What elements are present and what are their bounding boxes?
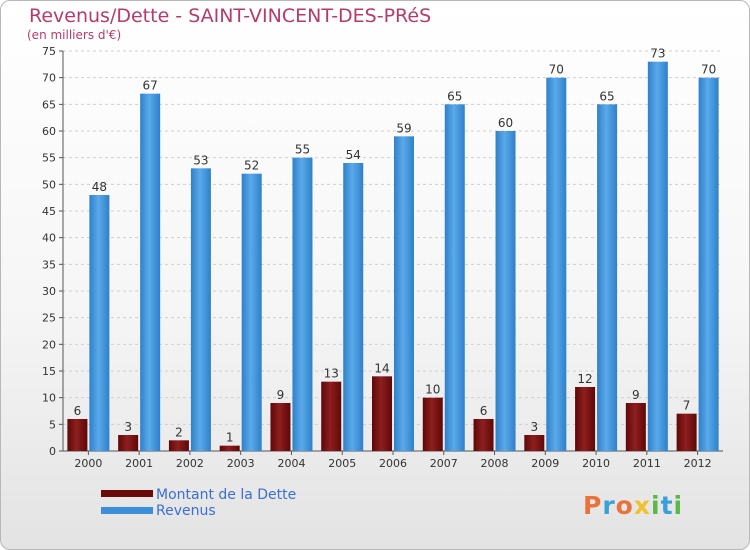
bar-dette (270, 403, 291, 451)
y-tick-label: 25 (42, 312, 56, 325)
bar-revenus (241, 173, 262, 451)
y-tick-label: 0 (49, 445, 56, 458)
data-label-dette: 1 (226, 431, 234, 445)
legend-label-revenus: Revenus (156, 503, 216, 519)
data-label-dette: 12 (577, 372, 592, 386)
bar-revenus (190, 168, 211, 452)
x-tick-label: 2001 (125, 457, 153, 470)
x-tick-label: 2005 (328, 457, 356, 470)
y-tick-label: 20 (42, 338, 56, 351)
y-tick-label: 45 (42, 205, 56, 218)
bar-revenus (343, 163, 364, 451)
bar-dette (219, 445, 240, 451)
y-tick-label: 50 (42, 178, 56, 191)
x-tick-label: 2010 (582, 457, 610, 470)
legend-swatch-dette (101, 490, 153, 497)
data-label-revenus: 65 (599, 89, 614, 103)
bar-revenus (546, 77, 567, 452)
data-label-revenus: 60 (498, 116, 513, 130)
y-tick-label: 75 (42, 45, 56, 58)
data-label-dette: 7 (683, 399, 691, 413)
x-tick-label: 2003 (227, 457, 255, 470)
bar-dette (118, 435, 139, 451)
data-label-revenus: 70 (701, 63, 716, 77)
y-tick-label: 35 (42, 258, 56, 271)
logo-letter: i (673, 491, 684, 520)
bar-dette (676, 413, 697, 451)
data-label-revenus: 55 (295, 143, 310, 157)
data-label-revenus: 73 (650, 47, 665, 61)
bar-dette (168, 440, 189, 451)
bar-dette (422, 397, 443, 451)
logo-letter: i (651, 491, 661, 520)
y-tick-label: 40 (42, 232, 56, 245)
x-tick-label: 2009 (531, 457, 559, 470)
data-label-dette: 3 (124, 420, 132, 434)
x-tick-label: 2000 (74, 457, 102, 470)
bar-revenus (698, 77, 719, 452)
data-label-dette: 3 (530, 420, 538, 434)
bar-revenus (495, 131, 516, 451)
y-tick-label: 15 (42, 365, 56, 378)
y-tick-label: 65 (42, 98, 56, 111)
bar-revenus (597, 104, 618, 451)
x-tick-label: 2004 (277, 457, 305, 470)
chart-subtitle: (en milliers d'€) (27, 28, 122, 42)
bar-revenus (140, 93, 161, 452)
y-tick-label: 5 (49, 418, 56, 431)
data-label-revenus: 59 (396, 121, 411, 135)
logo-letter: P (583, 491, 603, 520)
bar-dette (524, 435, 545, 451)
legend-label-dette: Montant de la Dette (156, 487, 297, 503)
bar-dette (575, 387, 596, 451)
y-tick-label: 55 (42, 152, 56, 165)
bar-revenus (89, 195, 110, 451)
x-tick-label: 2002 (176, 457, 204, 470)
data-label-revenus: 53 (193, 153, 208, 167)
logo-letter: o (615, 491, 634, 520)
y-tick-label: 30 (42, 285, 56, 298)
data-label-dette: 9 (632, 388, 640, 402)
data-label-dette: 14 (374, 361, 389, 375)
data-label-dette: 10 (425, 383, 440, 397)
chart-title: Revenus/Dette - SAINT-VINCENT-DES-PRéS (29, 5, 432, 27)
bar-revenus (444, 104, 465, 451)
y-tick-label: 60 (42, 125, 56, 138)
data-label-revenus: 52 (244, 159, 259, 173)
bar-revenus (647, 61, 668, 452)
y-tick-label: 70 (42, 72, 56, 85)
logo-letter: t (660, 491, 674, 520)
logo-letter: x (633, 491, 651, 520)
data-label-revenus: 48 (92, 180, 107, 194)
data-label-revenus: 65 (447, 89, 462, 103)
bar-revenus (394, 136, 414, 452)
x-tick-label: 2006 (379, 457, 407, 470)
data-label-dette: 6 (480, 404, 488, 418)
proxiti-logo: Proxiti (583, 491, 683, 520)
y-tick-label: 10 (42, 392, 56, 405)
logo-letter: r (602, 491, 616, 520)
bar-dette (321, 381, 342, 451)
bar-dette (372, 376, 392, 451)
bar-dette (67, 419, 88, 451)
data-label-revenus: 54 (346, 148, 361, 162)
data-label-dette: 2 (175, 425, 183, 439)
data-label-revenus: 70 (549, 63, 564, 77)
bar-dette (625, 403, 646, 451)
x-tick-label: 2007 (430, 457, 458, 470)
data-label-dette: 13 (324, 367, 339, 381)
data-label-dette: 6 (74, 404, 82, 418)
bar-dette (473, 419, 494, 451)
x-tick-label: 2011 (633, 457, 661, 470)
legend-swatch-revenus (101, 507, 153, 514)
data-label-revenus: 67 (143, 79, 158, 93)
bar-revenus (292, 157, 313, 451)
x-tick-label: 2008 (481, 457, 509, 470)
x-tick-label: 2012 (684, 457, 712, 470)
data-label-dette: 9 (277, 388, 285, 402)
plot-area (63, 51, 723, 451)
